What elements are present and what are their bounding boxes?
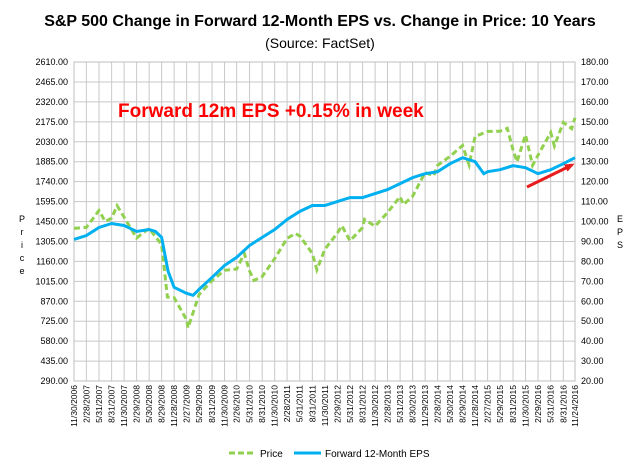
x-tick-label: 5/30/2014 (445, 385, 455, 423)
y-tick-label-right: 80.00 (581, 256, 604, 266)
y-tick-label-left: 870.00 (40, 296, 68, 306)
x-tick-label: 5/30/2008 (144, 385, 154, 423)
x-tick-label: 2/28/2011 (282, 385, 292, 422)
y-tick-label-right: 50.00 (581, 316, 604, 326)
x-tick-label: 8/29/2008 (157, 385, 167, 423)
x-tick-label: 2/29/2012 (332, 385, 342, 423)
x-tick-label: 8/31/2007 (107, 385, 117, 423)
legend: Price Forward 12-Month EPS (229, 449, 430, 460)
x-tick-label: 5/29/2009 (194, 385, 204, 423)
x-tick-label: 11/28/2014 (470, 385, 480, 427)
y-tick-label-left: 1740.00 (35, 177, 68, 187)
y-tick-label-right: 150.00 (581, 117, 609, 127)
legend-label-forward-eps: Forward 12-Month EPS (325, 449, 430, 460)
x-tick-label: 11/30/2015 (521, 385, 531, 427)
x-tick-label: 5/31/2013 (395, 385, 405, 423)
x-tick-label: 2/27/2009 (182, 385, 192, 423)
x-tick-label: 11/30/2009 (220, 385, 230, 427)
y-tick-label-left: 290.00 (40, 376, 68, 386)
x-tick-label: 11/30/2010 (270, 385, 280, 427)
annotation-text: Forward 12m EPS +0.15% in week (118, 101, 424, 122)
y-tick-label-right: 120.00 (581, 177, 609, 187)
y-tick-label-left: 2610.00 (35, 57, 68, 67)
x-tick-label: 5/31/2010 (245, 385, 255, 423)
y-tick-label-left: 1160.00 (36, 256, 68, 266)
x-tick-label: 2/27/2015 (483, 385, 493, 423)
y-tick-label-right: 110.00 (581, 197, 608, 207)
y-axis-left-ticks: 290.00 435.00 580.00 725.00 870.00 1015.00 116… (35, 57, 68, 386)
x-tick-label: 2/28/2013 (382, 385, 392, 423)
x-tick-label: 2/26/2010 (232, 385, 242, 423)
y-tick-label-right: 130.00 (581, 157, 609, 167)
y-tick-label-right: 20.00 (581, 376, 604, 386)
y-tick-label-right: 60.00 (581, 296, 604, 306)
y-tick-label-right: 100.00 (581, 217, 609, 227)
x-tick-label: 11/24/2016 (570, 385, 580, 427)
y-tick-label-left: 2030.00 (35, 137, 68, 147)
x-tick-label: 2/28/2007 (81, 385, 91, 423)
y-tick-label-left: 725.00 (40, 316, 68, 326)
y-tick-label-left: 1015.00 (35, 276, 68, 286)
y-axis-right-ticks: 20.00 30.00 40.00 50.00 60.00 70.00 80.00 90.00… (581, 57, 609, 386)
chart-subtitle: (Source: FactSet) (265, 35, 375, 51)
y-tick-label-right: 140.00 (581, 137, 609, 147)
x-tick-label: 11/30/2012 (370, 385, 380, 427)
x-tick-label: 5/31/2007 (94, 385, 104, 423)
y-tick-label-left: 435.00 (40, 356, 68, 366)
gridlines (74, 62, 575, 381)
chart-title: S&P 500 Change in Forward 12-Month EPS v… (44, 13, 596, 30)
x-tick-label: 11/30/2006 (69, 385, 79, 427)
annotation-arrow (526, 163, 575, 189)
x-tick-label: 8/31/2010 (257, 385, 267, 423)
y-tick-label-right: 40.00 (581, 336, 604, 346)
y-tick-label-left: 580.00 (40, 336, 68, 346)
x-tick-label: 8/31/2012 (358, 385, 368, 423)
y-tick-label-right: 90.00 (581, 236, 604, 246)
y-tick-label-left: 2465.00 (35, 77, 68, 87)
y-tick-label-right: 70.00 (581, 276, 604, 286)
x-tick-label: 8/31/2011 (307, 385, 317, 422)
x-tick-label: 5/31/2012 (345, 385, 355, 423)
x-tick-label: 8/31/2015 (508, 385, 518, 423)
y-tick-label-left: 1305.00 (35, 236, 68, 246)
y-tick-label-right: 180.00 (581, 57, 609, 67)
x-tick-label: 8/30/2013 (408, 385, 418, 423)
y-tick-label-left: 1450.00 (35, 217, 68, 227)
x-tick-label: 2/29/2008 (132, 385, 142, 423)
x-tick-label: 8/29/2014 (458, 385, 468, 423)
x-tick-label: 11/29/2013 (420, 385, 430, 427)
series-line-forward-eps (73, 156, 576, 297)
x-axis-ticks: 11/30/2006 2/28/2007 5/31/2007 8/31/2007 11/… (69, 385, 580, 427)
x-tick-label: 2/28/2014 (433, 385, 443, 423)
y-tick-label-left: 2175.00 (35, 117, 68, 127)
x-tick-label: 8/31/2016 (558, 385, 568, 423)
x-tick-label: 5/29/2015 (495, 385, 505, 423)
x-tick-label: 5/31/2011 (295, 385, 305, 422)
x-tick-label: 5/31/2016 (546, 385, 556, 423)
y-tick-label-right: 30.00 (581, 356, 604, 366)
y-tick-label-left: 1885.00 (35, 157, 68, 167)
x-tick-label: 11/28/2008 (169, 385, 179, 427)
x-tick-label: 11/30/2011 (320, 385, 330, 427)
y-tick-label-left: 1595.00 (35, 197, 68, 207)
y-tick-label-left: 2320.00 (35, 97, 68, 107)
legend-label-price: Price (260, 449, 283, 460)
series-line-price (73, 117, 577, 329)
x-tick-label: 11/30/2007 (119, 385, 129, 427)
x-tick-label: 2/29/2016 (533, 385, 543, 423)
plot-area (73, 61, 576, 382)
y-tick-label-right: 160.00 (581, 97, 609, 107)
y-tick-label-right: 170.00 (581, 77, 609, 87)
x-tick-label: 8/31/2009 (207, 385, 217, 423)
